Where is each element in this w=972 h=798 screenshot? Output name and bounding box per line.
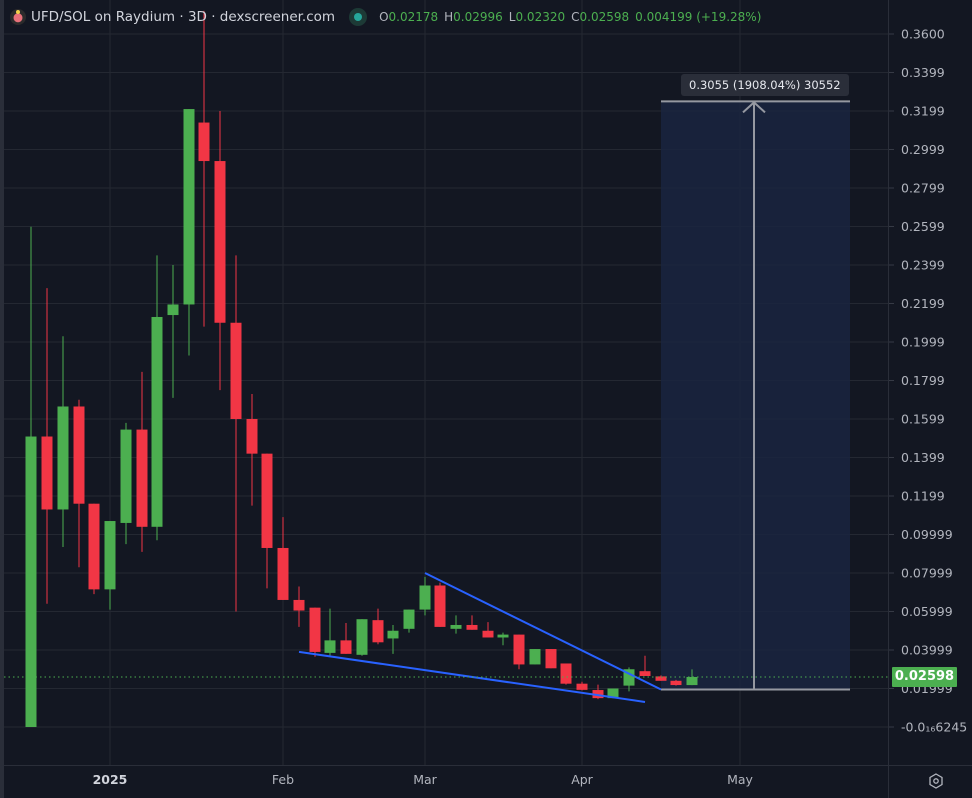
candle [466, 624, 478, 630]
price-tick-label: 0.07999 [901, 566, 953, 581]
candle [592, 690, 604, 699]
candle [372, 620, 384, 643]
price-tick-label: 0.2399 [901, 258, 945, 273]
candle [25, 436, 37, 727]
candles [25, 10, 698, 727]
candle [246, 419, 258, 454]
candle [670, 680, 682, 686]
price-tick-label: 0.05999 [901, 604, 953, 619]
measure-tooltip: 0.3055 (1908.04%) 30552 [681, 74, 849, 96]
chart-title: UFD/SOL on Raydium · 3D · dexscreener.co… [31, 9, 336, 25]
settings-icon[interactable] [928, 773, 944, 789]
candle [261, 453, 273, 548]
candle [41, 436, 53, 510]
candle [434, 585, 446, 627]
trendlines[interactable] [298, 572, 662, 703]
ohlc-close-key: C [571, 10, 580, 24]
candle [136, 429, 148, 527]
ohlc-legend: O0.02178 H0.02996 L0.02320 C0.02598 0.00… [379, 10, 761, 24]
candle [293, 599, 305, 611]
ohlc-open-key: O [379, 10, 389, 24]
candle [560, 663, 572, 684]
candle [529, 649, 541, 665]
candle [214, 161, 226, 323]
candle [120, 429, 132, 523]
ohlc-high-key: H [444, 10, 454, 24]
price-tick-label: 0.1399 [901, 450, 945, 465]
price-tick-label: 0.1799 [901, 373, 945, 388]
candle [686, 676, 698, 686]
price-tick-label: 0.3600 [901, 27, 945, 42]
ohlc-open-value: 0.02178 [388, 10, 439, 24]
price-tick-label: 0.2999 [901, 142, 945, 157]
candle [198, 122, 210, 162]
candle [607, 688, 619, 699]
candle [73, 406, 85, 504]
price-tick-label: 0.3399 [901, 65, 945, 80]
time-tick-label: Mar [413, 772, 437, 787]
ohlc-change-value: 0.004199 (+19.28%) [635, 10, 762, 24]
candle [623, 669, 635, 686]
candle [403, 609, 415, 629]
market-status-icon[interactable] [349, 8, 368, 26]
candle [167, 304, 179, 316]
price-tick-label: 0.2799 [901, 181, 945, 196]
candle [309, 607, 321, 652]
candle [151, 316, 163, 527]
candle [497, 634, 509, 638]
time-tick-label: 2025 [93, 772, 128, 787]
token-logo-icon [10, 9, 26, 25]
candle [387, 630, 399, 639]
candle [576, 683, 588, 690]
candle [230, 322, 242, 419]
ohlc-low-key: L [508, 10, 516, 24]
falling-wedge-upper-line[interactable] [424, 572, 662, 691]
candle [324, 640, 336, 653]
candle [655, 676, 667, 681]
candle [88, 503, 100, 590]
price-tick-label: 0.09999 [901, 527, 953, 542]
price-range-measure[interactable] [661, 100, 850, 691]
last-price-badge: 0.02598 [892, 667, 957, 687]
candle [57, 406, 69, 510]
time-tick-label: May [727, 772, 753, 787]
price-tick-label: 0.3199 [901, 104, 945, 119]
price-tick-label: -0.0₁₆6245 [901, 720, 967, 735]
candle [104, 521, 116, 590]
price-tick-label: 0.1999 [901, 335, 945, 350]
price-tick-label: 0.2599 [901, 219, 945, 234]
candle [639, 671, 651, 676]
candle [183, 109, 195, 305]
price-tick-label: 0.2199 [901, 296, 945, 311]
price-tick-label: 0.1199 [901, 489, 945, 504]
candle [545, 649, 557, 669]
ohlc-close-value: 0.02598 [579, 10, 630, 24]
candle [419, 585, 431, 610]
chart-header: UFD/SOL on Raydium · 3D · dexscreener.co… [10, 6, 761, 28]
candle [340, 640, 352, 654]
price-tick-label: 0.1599 [901, 412, 945, 427]
ohlc-high-value: 0.02996 [453, 10, 503, 24]
time-axis[interactable]: 2025 Feb Mar Apr May [0, 765, 972, 788]
candle [450, 624, 462, 629]
candle [356, 619, 368, 655]
candle [277, 547, 289, 600]
price-tick-label: 0.03999 [901, 643, 953, 658]
candle [513, 634, 525, 665]
candle [482, 630, 494, 638]
time-tick-label: Apr [571, 772, 593, 787]
left-edge-strip [0, 0, 4, 798]
time-tick-label: Feb [272, 772, 294, 787]
ohlc-low-value: 0.02320 [515, 10, 566, 24]
